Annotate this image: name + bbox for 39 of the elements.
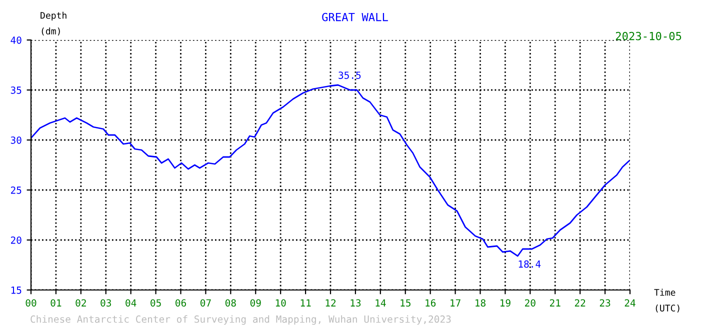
annotation: 18.4 — [518, 260, 541, 268]
x-tick-label: 16 — [426, 299, 436, 307]
annotation: 2023-10-05 — [616, 32, 682, 40]
y-tick-label: 40 — [10, 36, 22, 44]
x-tick-label: 21 — [550, 299, 560, 306]
x-tick-label: 17 — [450, 299, 460, 306]
x-tick-label: 12 — [326, 299, 336, 306]
x-tick-label: 01 — [50, 299, 62, 307]
x-tick-label: 03 — [100, 299, 111, 307]
x-tick-label: 09 — [250, 299, 261, 307]
annotation: 35.5 — [338, 72, 361, 79]
x-tick-label: 10 — [276, 299, 286, 307]
line-series — [31, 84, 630, 257]
x-tick-label: 18 — [476, 299, 486, 307]
x-tick-label: 23 — [600, 299, 610, 307]
x-tick-label: 20 — [525, 299, 536, 307]
y-tick-label: 15 — [11, 286, 22, 294]
y-tick-label: 25 — [10, 186, 22, 194]
y-axis-title: Depth (dm) — [40, 12, 66, 36]
text: Chinese Antarctic Center of Surveying and Mapping, Wuhan University,2023 — [30, 315, 451, 325]
y-tick-label: 35 — [10, 86, 22, 94]
x-tick-label: 24 — [624, 299, 636, 306]
x-tick-label: 06 — [176, 299, 186, 307]
x-tick-label: 22 — [574, 299, 586, 306]
x-tick-label: 00 — [26, 299, 36, 307]
y-tick-label: 20 — [10, 236, 22, 244]
x-tick-label: 14 — [376, 299, 386, 306]
x-tick-label: 15 — [400, 299, 410, 307]
x-tick-label: 11 — [300, 299, 311, 306]
x-axis-title: Time (UTC) — [654, 288, 680, 313]
x-tick-label: 02 — [76, 299, 86, 307]
x-tick-label: 13 — [350, 299, 361, 307]
x-tick-label: 19 — [500, 299, 510, 307]
x-tick-label: 08 — [225, 299, 236, 307]
x-tick-label: 05 — [150, 299, 161, 307]
y-tick-label: 30 — [10, 136, 22, 144]
chart-title: GREAT WALL — [322, 12, 388, 22]
x-tick-label: 07 — [200, 299, 211, 307]
x-tick-label: 04 — [126, 299, 136, 307]
